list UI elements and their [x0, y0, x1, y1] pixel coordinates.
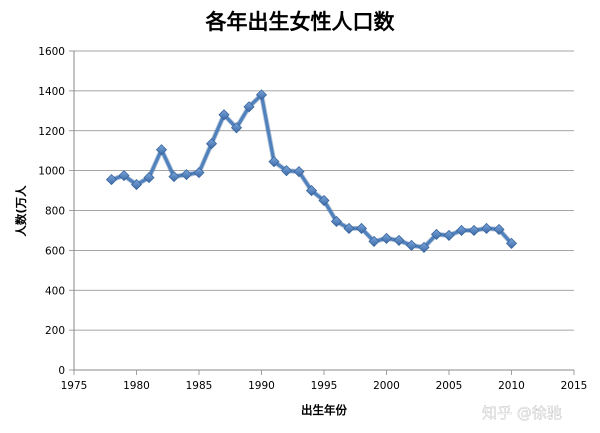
- data-point-marker: [355, 222, 368, 235]
- gridlines: [74, 50, 574, 331]
- data-point-marker: [280, 165, 293, 177]
- data-point-marker: [468, 224, 480, 237]
- data-point-marker: [193, 167, 205, 179]
- data-point-marker: [418, 241, 430, 253]
- y-tick-label: 400: [45, 285, 65, 297]
- x-tick-label: 1975: [61, 380, 88, 392]
- data-point-marker: [343, 222, 355, 235]
- data-point-marker: [480, 222, 493, 235]
- data-point-marker: [168, 171, 180, 183]
- data-point-marker: [368, 235, 380, 247]
- x-tick-label: 2015: [561, 380, 588, 392]
- y-tick-labels: 0 200 400 600 800 1000 1200 1400 1600: [38, 46, 65, 377]
- y-tick-label: 1600: [38, 46, 65, 58]
- data-point-marker: [330, 215, 343, 228]
- x-axis-label: 出生年份: [301, 403, 347, 417]
- data-point-marker: [143, 172, 155, 184]
- x-tick-label: 2000: [373, 380, 400, 392]
- data-point-marker: [443, 229, 455, 241]
- y-axis-label: 人数(万人: [14, 185, 28, 237]
- x-tick-label: 2005: [436, 380, 463, 392]
- x-tick-label: 1990: [248, 380, 275, 392]
- data-point-marker: [130, 179, 143, 191]
- chart-title: 各年出生女性人口数: [205, 10, 396, 34]
- x-tick-label: 2010: [498, 380, 525, 392]
- data-point-marker: [393, 234, 405, 246]
- data-point-marker: [380, 232, 393, 244]
- data-point-marker: [430, 228, 443, 240]
- y-tick-label: 600: [45, 245, 65, 257]
- y-tick-label: 800: [45, 206, 65, 218]
- data-series: [105, 89, 518, 253]
- data-point-marker: [118, 170, 130, 182]
- data-point-marker: [318, 194, 330, 207]
- data-point-marker: [230, 122, 243, 134]
- series-line: [111, 93, 513, 249]
- x-tick-labels: 1975 1980 1985 1990 1995 2000 2005 2010 2015: [61, 380, 588, 392]
- data-point-marker: [405, 239, 418, 251]
- y-tick-label: 1000: [38, 166, 65, 178]
- y-tick-label: 0: [58, 365, 65, 377]
- data-point-marker: [493, 223, 505, 236]
- data-point-marker: [243, 101, 255, 113]
- x-tick-label: 1995: [311, 380, 338, 392]
- data-point-marker: [218, 109, 230, 121]
- data-point-marker: [455, 224, 468, 237]
- data-point-marker: [268, 156, 280, 168]
- axes: [69, 50, 575, 375]
- y-tick-label: 200: [45, 325, 65, 337]
- data-point-marker: [205, 138, 218, 150]
- watermark-text: 知乎 @徐驰: [482, 404, 562, 422]
- y-tick-label: 1200: [38, 126, 65, 138]
- data-point-marker: [293, 166, 305, 178]
- x-tick-label: 1985: [186, 380, 213, 392]
- data-point-marker: [505, 237, 518, 249]
- data-point-marker: [105, 174, 118, 186]
- data-point-marker: [305, 184, 318, 197]
- data-point-marker: [155, 144, 168, 156]
- x-tick-label: 1980: [123, 380, 150, 392]
- data-point-marker: [255, 89, 268, 101]
- data-point-marker: [180, 169, 193, 181]
- y-tick-label: 1400: [38, 86, 65, 98]
